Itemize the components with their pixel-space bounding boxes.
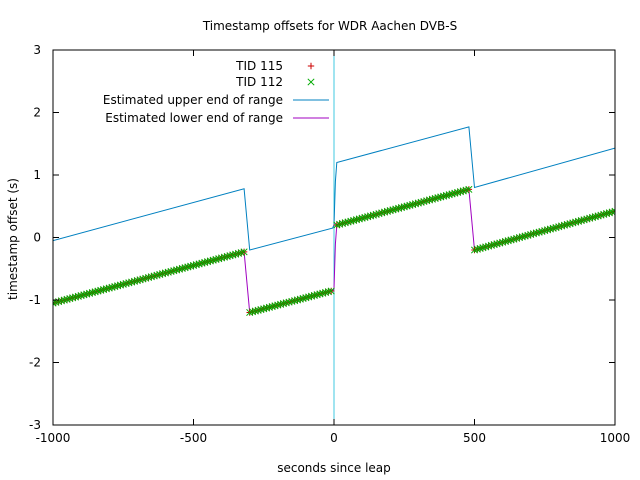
data-point: [277, 300, 285, 308]
x-tick-label: -500: [180, 431, 207, 445]
data-point: [288, 297, 296, 305]
data-point: [274, 301, 282, 309]
data-point: [268, 303, 276, 311]
series-line: [53, 126, 615, 251]
legend-label: Estimated upper end of range: [103, 93, 283, 107]
legend-label: TID 112: [235, 75, 283, 89]
data-point: [322, 288, 330, 297]
y-axis-label: timestamp offset (s): [6, 178, 20, 300]
data-point: [316, 290, 324, 298]
y-tick-label: -2: [29, 356, 41, 370]
series-layer: [53, 126, 615, 317]
data-point: [282, 299, 290, 307]
data-point: [310, 291, 318, 299]
data-point: [251, 307, 259, 315]
data-point: [296, 295, 304, 303]
x-tick-label: -1000: [36, 431, 71, 445]
data-point: [248, 308, 257, 316]
data-point: [293, 296, 302, 304]
data-point: [246, 308, 254, 317]
legend-marker: [307, 78, 315, 86]
data-point: [263, 304, 271, 312]
data-point: [324, 288, 332, 296]
y-tick-label: 3: [33, 43, 41, 57]
y-tick-label: 1: [33, 168, 41, 182]
x-axis-label: seconds since leap: [277, 461, 391, 475]
x-tick-label: 1000: [600, 431, 631, 445]
data-point: [611, 207, 615, 215]
chart-title: Timestamp offsets for WDR Aachen DVB-S: [202, 19, 457, 33]
legend: TID 115 TID 112 Estimated upper end of ran…: [103, 59, 329, 125]
series-4: [53, 188, 615, 314]
data-point: [327, 287, 335, 295]
series-2: [53, 185, 615, 317]
series-line: [53, 188, 615, 314]
data-point: [279, 300, 287, 308]
data-point: [313, 291, 321, 299]
data-point: [307, 292, 316, 300]
data-point: [257, 305, 265, 314]
x-tick-label: 0: [330, 431, 338, 445]
data-point: [285, 298, 293, 306]
data-point: [291, 297, 299, 305]
data-point: [271, 302, 279, 310]
data-point: [260, 305, 268, 313]
data-point: [465, 185, 473, 193]
series-3: [53, 126, 615, 251]
legend-label: Estimated lower end of range: [105, 111, 283, 125]
data-point: [305, 293, 313, 301]
y-tick-label: -3: [29, 418, 41, 432]
legend-label: TID 115: [235, 59, 283, 73]
data-point: [302, 294, 310, 302]
data-point: [299, 294, 307, 302]
data-point: [265, 303, 273, 311]
ticks-layer: -1000 -500 0 500 1000 -3 -2 -1 0 1 2 3: [29, 43, 630, 445]
y-tick-label: -1: [29, 293, 41, 307]
y-tick-label: 2: [33, 106, 41, 120]
legend-marker: [307, 62, 315, 70]
y-tick-label: 0: [33, 231, 41, 245]
x-tick-label: 500: [463, 431, 486, 445]
data-point: [254, 306, 262, 314]
data-point: [319, 289, 327, 297]
data-point: [240, 248, 248, 256]
